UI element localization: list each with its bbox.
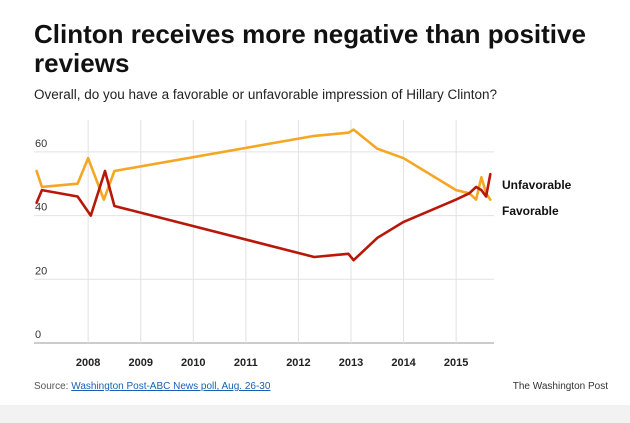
series-label-favorable: Favorable: [502, 204, 559, 218]
series-label-unfavorable: Unfavorable: [502, 178, 572, 192]
chart-title: Clinton receives more negative than posi…: [34, 19, 586, 78]
publisher-credit: The Washington Post: [512, 381, 608, 392]
x-tick-label: 2010: [181, 357, 205, 369]
source-note: Source: Washington Post-ABC News poll, A…: [34, 381, 270, 392]
y-tick-label: 20: [35, 265, 47, 277]
chart-card: Clinton receives more negative than posi…: [0, 0, 630, 405]
source-link[interactable]: Washington Post-ABC News poll, Aug. 26-3…: [71, 381, 271, 392]
source-prefix: Source:: [34, 381, 72, 392]
series-line-favorable: [35, 169, 492, 262]
line-chart: 0 20 40 60 2008 2009 2010 2011 2012 2013 2014 2015…: [34, 120, 572, 369]
y-axis-ticks: 0 20 40 60: [35, 138, 47, 341]
y-tick-label: 0: [35, 329, 41, 341]
x-tick-label: 2011: [234, 357, 258, 369]
y-tick-label: 40: [35, 202, 47, 214]
grid-lines: [34, 120, 494, 344]
y-tick-label: 60: [35, 138, 47, 150]
x-axis-ticks: 2008 2009 2010 2011 2012 2013 2014 2015: [76, 357, 468, 369]
series-lines: [35, 128, 492, 262]
series-labels: Unfavorable Favorable: [502, 178, 572, 218]
x-tick-label: 2009: [128, 357, 152, 369]
x-tick-label: 2012: [286, 357, 310, 369]
series-line-unfavorable: [35, 128, 492, 201]
x-tick-label: 2014: [391, 357, 416, 369]
chart-subtitle: Overall, do you have a favorable or unfa…: [34, 87, 497, 102]
x-tick-label: 2008: [76, 357, 100, 369]
x-tick-label: 2013: [339, 357, 363, 369]
x-tick-label: 2015: [444, 357, 468, 369]
